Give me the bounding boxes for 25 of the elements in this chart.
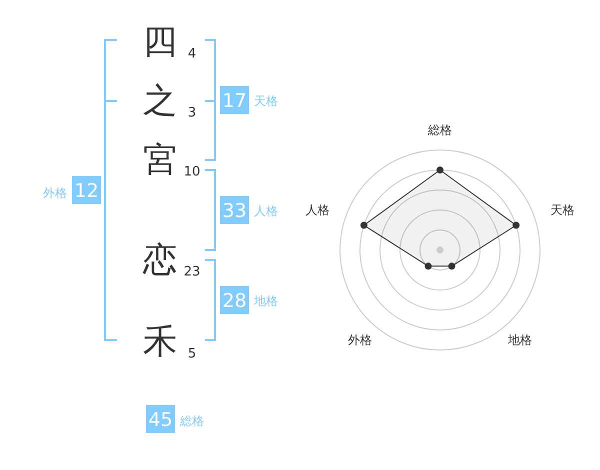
category-label: 宮 bbox=[143, 140, 177, 180]
spoke-label: 地格 bbox=[507, 332, 532, 347]
data-label: 45 bbox=[148, 409, 173, 431]
data-label: 28 bbox=[222, 290, 247, 312]
data-label: 4 bbox=[188, 46, 196, 62]
category-label: 人格 bbox=[254, 204, 278, 218]
category-label: 総格 bbox=[179, 414, 204, 428]
data-label: 10 bbox=[184, 164, 200, 180]
spoke-label: 天格 bbox=[550, 203, 574, 218]
data-label: 3 bbox=[188, 106, 196, 120]
category-label: 天格 bbox=[254, 94, 278, 108]
category-label: 四 bbox=[143, 22, 177, 62]
data-label: 12 bbox=[74, 180, 99, 202]
data-label: 17 bbox=[222, 90, 247, 112]
category-label: 之 bbox=[143, 81, 177, 121]
spoke-label: 総格 bbox=[427, 123, 452, 137]
spoke-label: 人格 bbox=[306, 203, 330, 218]
category-label: 禾 bbox=[143, 322, 177, 362]
data-label: 33 bbox=[222, 200, 247, 222]
category-label: 外格 bbox=[43, 186, 67, 200]
data-label: 23 bbox=[184, 264, 200, 280]
data-label: 5 bbox=[188, 346, 196, 362]
category-label: 恋 bbox=[142, 240, 177, 280]
category-label: 地格 bbox=[253, 294, 278, 308]
spoke-label: 外格 bbox=[348, 332, 372, 347]
